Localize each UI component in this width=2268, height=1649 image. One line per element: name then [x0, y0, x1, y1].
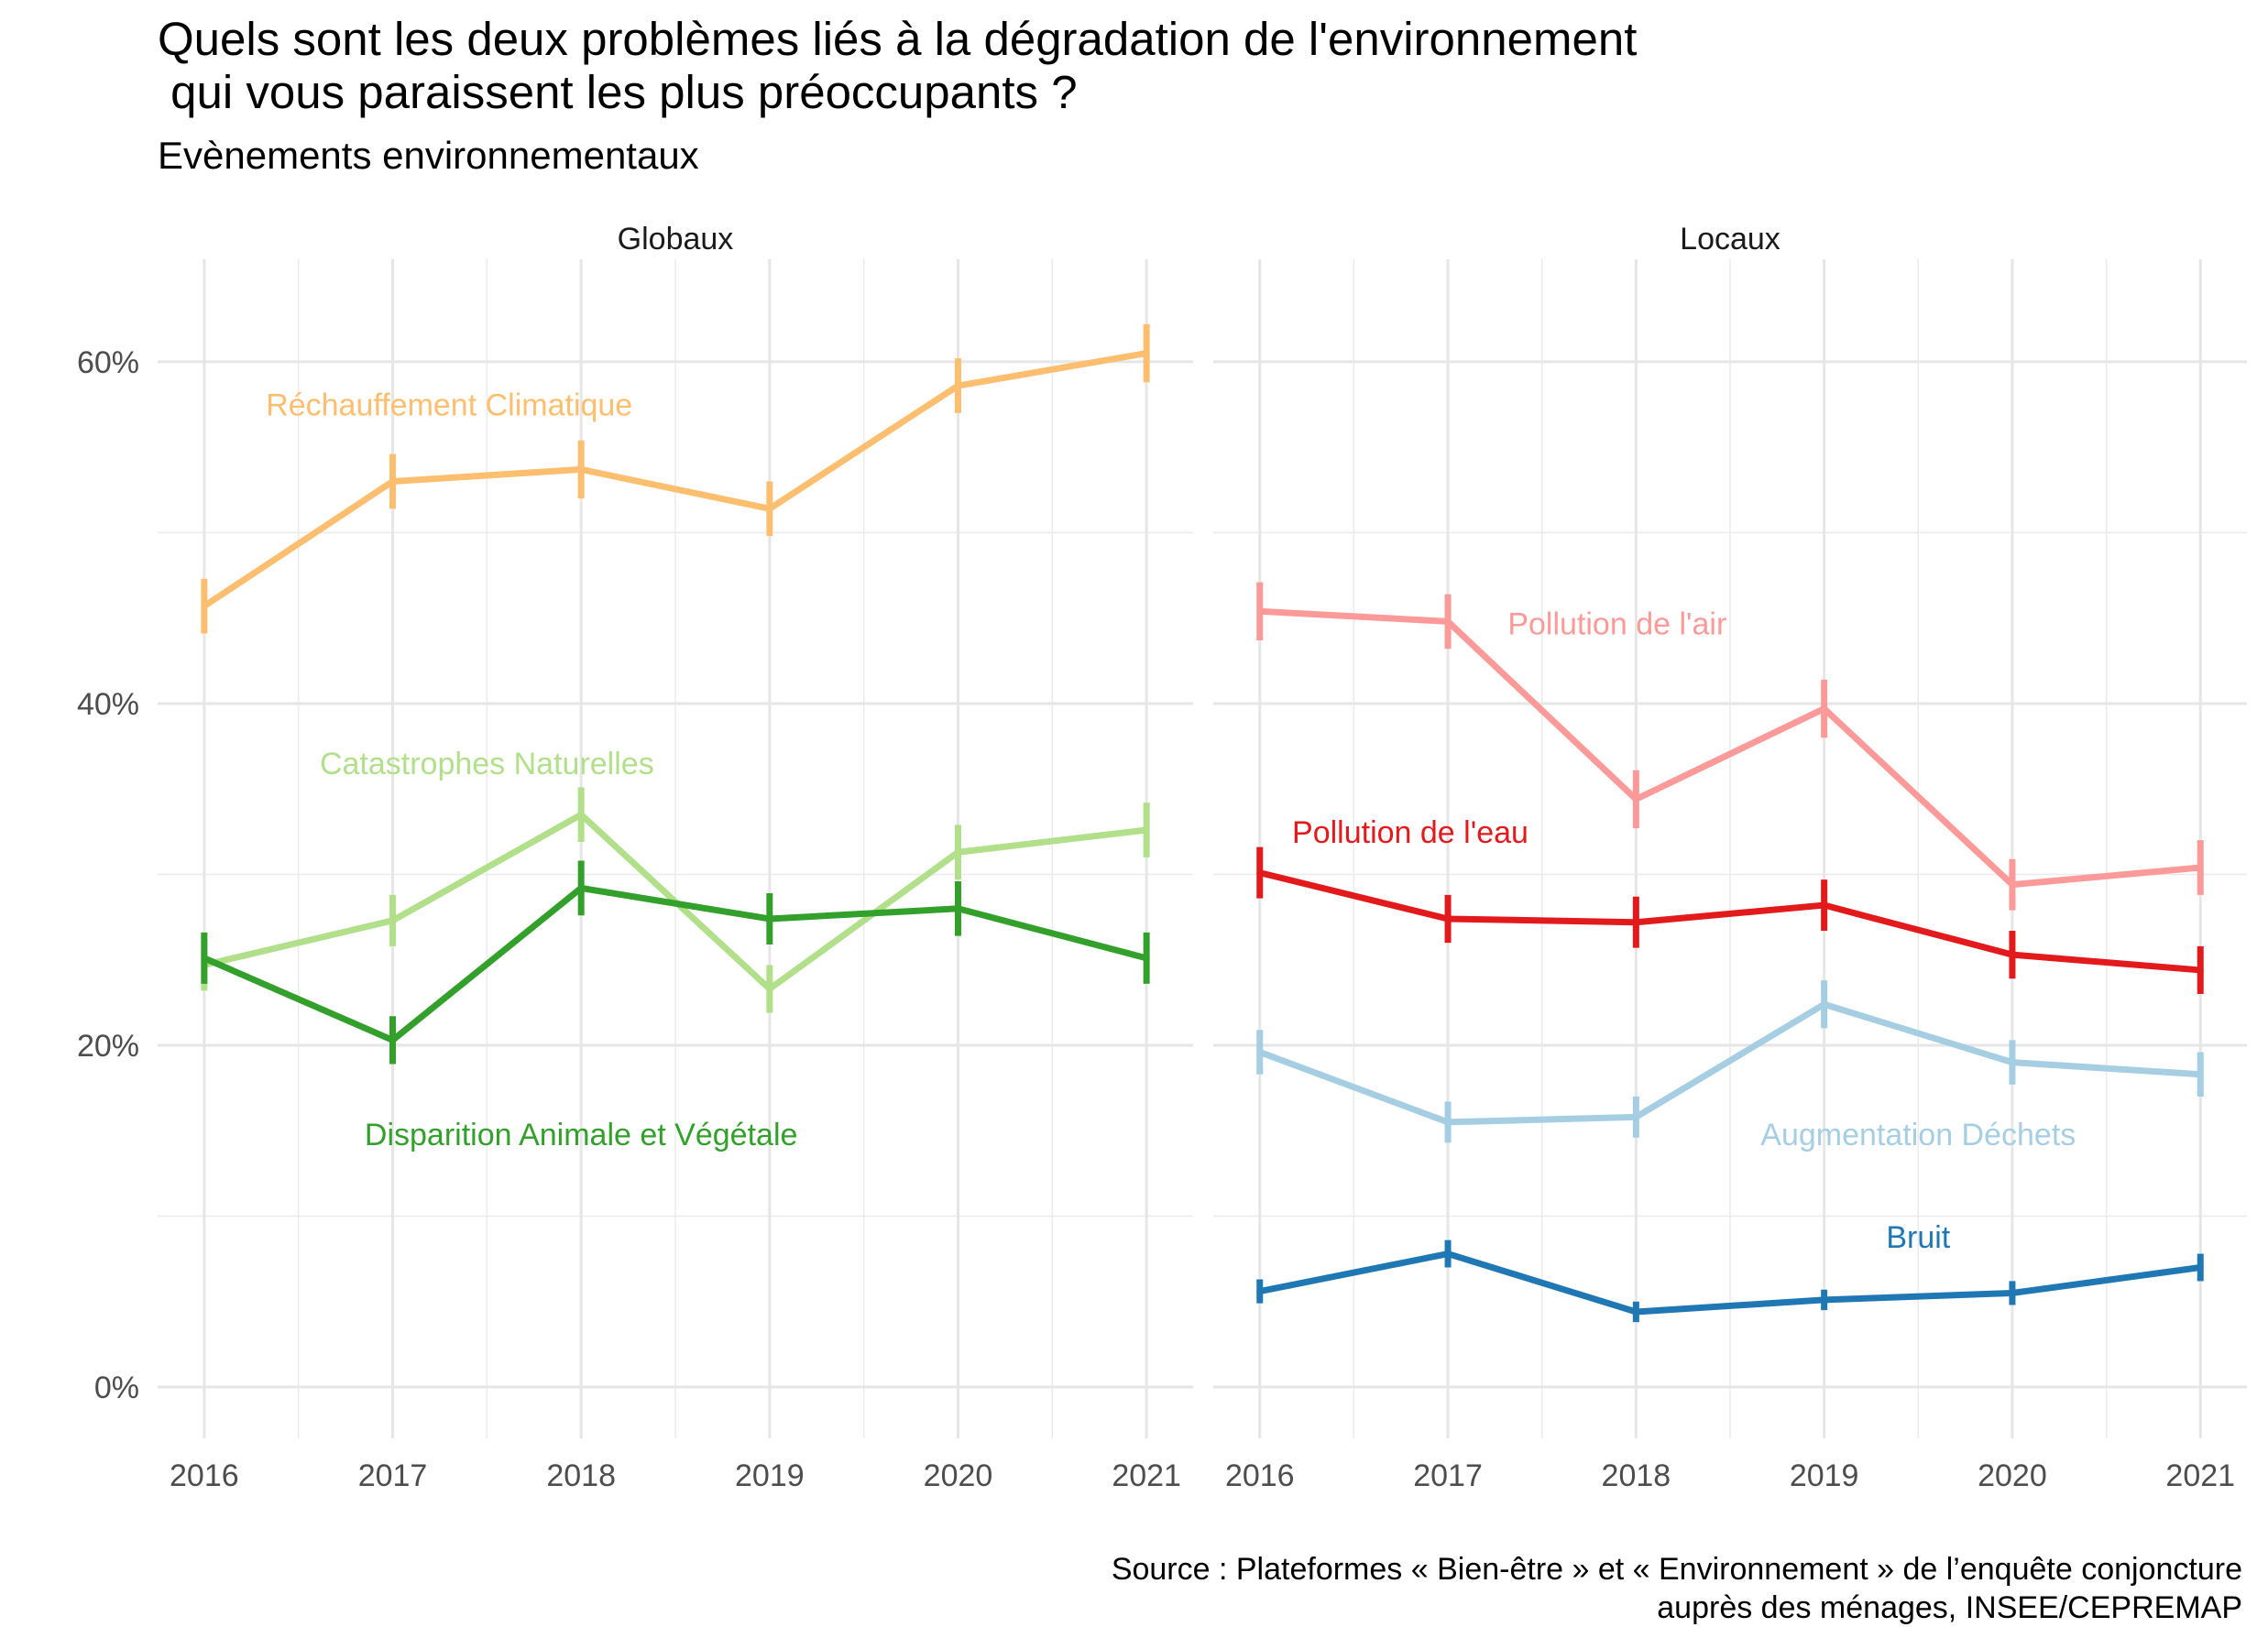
y-tick-label: 60%	[77, 345, 139, 380]
series-line	[1256, 869, 2204, 974]
x-tick-label: 2016	[170, 1458, 239, 1493]
series-line	[1256, 1250, 2204, 1316]
x-tick-label: 2018	[1602, 1458, 1671, 1493]
series-label: Pollution de l'eau	[1292, 815, 1528, 850]
series-label: Augmentation Déchets	[1760, 1118, 2076, 1152]
series-line	[1256, 607, 2204, 889]
x-tick-label: 2017	[1413, 1458, 1483, 1493]
x-tick-label: 2019	[735, 1458, 805, 1493]
chart-title: Quels sont les deux problèmes liés à la …	[158, 13, 1638, 118]
x-tick-label: 2017	[358, 1458, 428, 1493]
source-caption: Source : Plateformes « Bien-être » et « …	[1112, 1550, 2242, 1627]
x-tick-label: 2020	[924, 1458, 993, 1493]
panel-title: Locaux	[1680, 222, 1780, 257]
x-tick-label: 2016	[1225, 1458, 1295, 1493]
series-line	[201, 350, 1150, 610]
chart-subtitle: Evènements environnementaux	[158, 134, 699, 177]
x-tick-label: 2020	[1978, 1458, 2047, 1493]
series-label: Catastrophes Naturelles	[320, 747, 654, 781]
y-tick-label: 0%	[94, 1371, 139, 1405]
series-line	[1256, 1000, 2204, 1126]
source-caption-line-1: Source : Plateformes « Bien-être » et « …	[1111, 1552, 2242, 1587]
source-caption-line-2: auprès des ménages, INSEE/CEPREMAP	[1657, 1590, 2242, 1625]
y-tick-label: 40%	[77, 687, 139, 722]
x-tick-label: 2019	[1790, 1458, 1859, 1493]
series-label: Bruit	[1886, 1220, 1950, 1255]
series-label: Disparition Animale et Végétale	[365, 1118, 798, 1152]
series-label: Pollution de l'air	[1507, 606, 1726, 641]
y-tick-label: 20%	[77, 1029, 139, 1064]
panel-title: Globaux	[618, 222, 734, 257]
x-tick-label: 2021	[2165, 1458, 2235, 1493]
x-tick-label: 2021	[1112, 1458, 1181, 1493]
x-tick-label: 2018	[546, 1458, 616, 1493]
series-label: Réchauffement Climatique	[266, 388, 632, 423]
series-line	[201, 884, 1150, 1043]
